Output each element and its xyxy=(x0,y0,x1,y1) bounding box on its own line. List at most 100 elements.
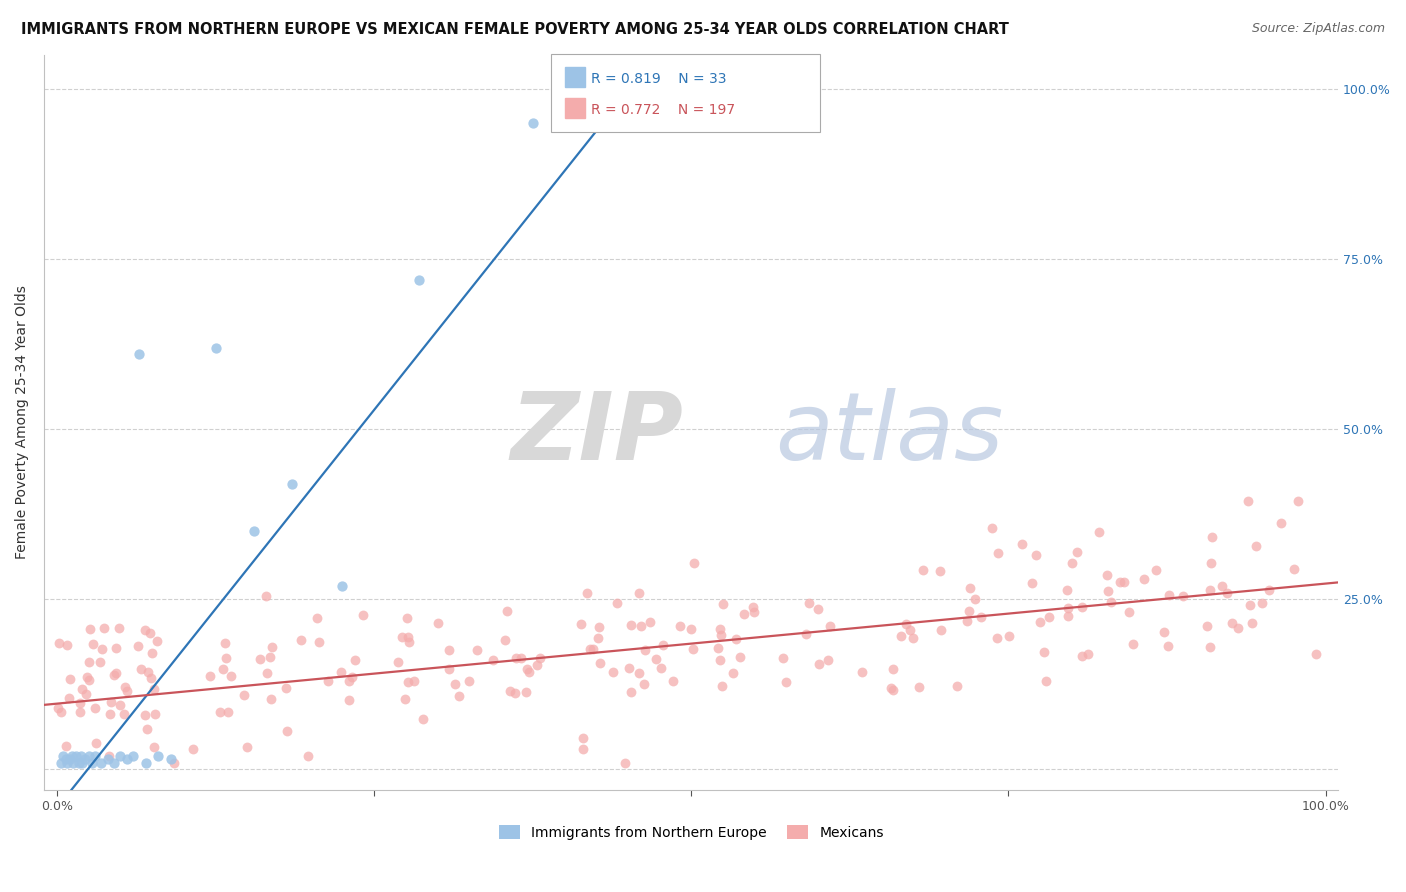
Point xyxy=(1021,576,1043,591)
Point xyxy=(1133,572,1156,586)
Point xyxy=(1258,582,1281,597)
Point xyxy=(235,739,257,754)
Point xyxy=(898,623,921,637)
Point xyxy=(1199,556,1222,570)
Point xyxy=(682,557,704,571)
Point xyxy=(807,657,830,671)
Point xyxy=(198,669,221,683)
Point xyxy=(122,748,145,763)
Point xyxy=(290,632,312,647)
Point xyxy=(610,116,633,130)
Point xyxy=(633,643,655,657)
Point xyxy=(70,748,93,763)
Point xyxy=(396,630,419,644)
Point xyxy=(344,653,367,667)
Point xyxy=(398,635,420,649)
Point xyxy=(741,599,763,614)
Point xyxy=(56,639,79,653)
Point xyxy=(1109,575,1132,590)
Point xyxy=(515,685,537,699)
Point xyxy=(1025,548,1047,562)
Point xyxy=(134,708,156,723)
Point xyxy=(744,605,766,619)
Point xyxy=(807,602,830,616)
Point xyxy=(619,618,641,632)
Point xyxy=(408,273,430,287)
Point xyxy=(297,748,319,763)
Point xyxy=(645,652,668,666)
Point xyxy=(662,673,685,688)
Point xyxy=(711,597,734,611)
Point xyxy=(449,689,471,703)
Point xyxy=(516,661,538,675)
Point xyxy=(929,565,952,579)
Point xyxy=(1029,615,1052,629)
Point xyxy=(93,621,115,635)
Point xyxy=(274,681,297,695)
Point xyxy=(276,724,298,739)
Point xyxy=(232,688,254,702)
Point xyxy=(60,748,83,763)
Point xyxy=(946,680,969,694)
Point xyxy=(522,116,544,130)
Point xyxy=(1201,530,1223,544)
Point xyxy=(457,674,479,689)
Point xyxy=(316,673,339,688)
Point xyxy=(142,740,165,755)
Point xyxy=(1114,575,1136,590)
Point xyxy=(391,630,413,644)
Point xyxy=(163,756,186,770)
Point xyxy=(1159,588,1181,602)
Point xyxy=(55,752,77,766)
Point xyxy=(260,692,283,706)
Point xyxy=(707,641,730,656)
Point xyxy=(981,521,1004,535)
Point xyxy=(633,677,655,691)
Point xyxy=(956,614,979,628)
Y-axis label: Female Poverty Among 25-34 Year Olds: Female Poverty Among 25-34 Year Olds xyxy=(15,285,30,559)
Point xyxy=(259,649,281,664)
Point xyxy=(465,643,488,657)
Point xyxy=(143,681,166,696)
Point xyxy=(215,650,238,665)
Point xyxy=(709,653,731,667)
Point xyxy=(134,623,156,637)
Point xyxy=(394,691,416,706)
Point xyxy=(1251,596,1274,610)
Point xyxy=(1056,583,1078,598)
Point xyxy=(721,665,744,680)
Point xyxy=(1056,601,1078,615)
Point xyxy=(572,731,595,746)
Point xyxy=(56,756,79,770)
Point xyxy=(103,756,125,770)
Point xyxy=(69,706,91,720)
Point xyxy=(682,641,704,656)
Point xyxy=(619,661,641,675)
Point xyxy=(82,637,104,651)
Point xyxy=(97,748,120,763)
Point xyxy=(70,682,93,697)
Point xyxy=(129,662,152,676)
Point xyxy=(75,687,97,701)
Point xyxy=(499,683,522,698)
Point xyxy=(510,651,533,665)
Point xyxy=(630,619,652,633)
Point xyxy=(1035,673,1057,688)
Point xyxy=(254,589,277,603)
Point xyxy=(139,671,162,685)
Point xyxy=(217,705,239,719)
Point xyxy=(128,347,150,361)
Point xyxy=(108,698,131,712)
Point xyxy=(160,752,183,766)
Point xyxy=(957,604,980,618)
Point xyxy=(505,650,527,665)
Point xyxy=(52,748,75,763)
Point xyxy=(77,748,100,763)
Point xyxy=(396,674,419,689)
Point xyxy=(105,641,128,656)
Point xyxy=(1062,556,1084,570)
Point xyxy=(204,341,226,355)
Point xyxy=(1099,595,1122,609)
Point xyxy=(1118,605,1140,619)
Point xyxy=(882,662,904,676)
